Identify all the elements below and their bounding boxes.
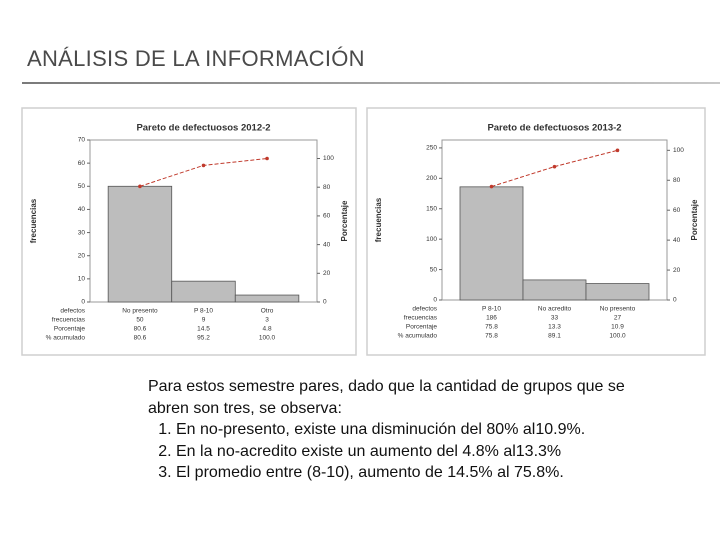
chart-title: Pareto de defectuosos 2013-2 xyxy=(487,123,621,134)
table-row-label: % acumulado xyxy=(46,335,86,342)
y-tick-label: 40 xyxy=(78,206,86,213)
bar xyxy=(585,283,650,301)
table-cell: 3 xyxy=(265,317,269,324)
table-cell: No presento xyxy=(600,306,636,313)
table-row-label: Porcentaje xyxy=(406,324,437,331)
y2-tick-label: 80 xyxy=(673,177,681,184)
chart-title: Pareto de defectuosos 2012-2 xyxy=(136,123,270,134)
table-cell: P 8-10 xyxy=(194,308,213,315)
table-cell: 33 xyxy=(551,315,559,322)
y2-tick-label: 100 xyxy=(673,147,684,154)
cumulative-point xyxy=(265,156,269,161)
table-cell: 89.1 xyxy=(548,333,561,340)
body-text: Para estos semestre pares, dado que la c… xyxy=(148,376,648,484)
y2-tick-label: 40 xyxy=(323,241,331,248)
table-cell: 186 xyxy=(486,315,497,322)
table-cell: 10.9 xyxy=(611,324,624,331)
y2-tick-label: 80 xyxy=(323,184,331,191)
cumulative-point xyxy=(615,148,620,153)
y-tick-label: 10 xyxy=(78,276,86,283)
y2-tick-label: 0 xyxy=(323,299,327,306)
intro: Para estos semestre pares, dado que la c… xyxy=(148,378,625,417)
list: En no-presento, existe una disminución d… xyxy=(148,419,648,484)
table-row-label: frecuencias xyxy=(404,315,438,322)
slide-title: ANÁLISIS DE LA INFORMACIÓN xyxy=(27,46,365,71)
y-tick-label: 250 xyxy=(426,145,437,152)
bar xyxy=(234,294,300,303)
table-row-label: defectos xyxy=(412,306,437,313)
table-row-label: % acumulado xyxy=(398,333,438,340)
y2-tick-label: 20 xyxy=(323,270,331,277)
table-cell: 50 xyxy=(136,317,144,324)
y2-axis-title: Porcentaje xyxy=(690,199,699,240)
table-cell: 80.6 xyxy=(134,335,147,342)
list-item: En no-presento, existe una disminución d… xyxy=(176,419,648,441)
table-cell: 75.8 xyxy=(485,324,498,331)
table-cell: 13.3 xyxy=(548,324,561,331)
y2-tick-label: 100 xyxy=(323,155,334,162)
table-cell: 27 xyxy=(614,315,622,322)
table-cell: 4.8 xyxy=(263,326,272,333)
y-tick-label: 0 xyxy=(81,299,85,306)
table-cell: No presento xyxy=(122,308,158,315)
bar xyxy=(522,279,587,301)
y-tick-label: 50 xyxy=(430,266,438,273)
y2-tick-label: 0 xyxy=(673,297,677,304)
y-tick-label: 200 xyxy=(426,175,437,182)
cumulative-point xyxy=(489,184,494,189)
table-cell: Otro xyxy=(261,308,274,315)
bar xyxy=(171,280,236,303)
cumulative-point xyxy=(201,163,206,168)
y2-tick-label: 60 xyxy=(673,207,681,214)
y2-tick-label: 40 xyxy=(673,237,681,244)
y-tick-label: 60 xyxy=(78,160,86,167)
y2-tick-label: 20 xyxy=(673,267,681,274)
list-item: En la no-acredito existe un aumento del … xyxy=(176,441,648,463)
y-tick-label: 150 xyxy=(426,205,437,212)
table-row-label: frecuencias xyxy=(52,317,86,324)
y-tick-label: 100 xyxy=(426,236,437,243)
bar xyxy=(459,186,524,301)
table-cell: 100.0 xyxy=(259,335,276,342)
y-axis-title: frecuencias xyxy=(29,198,38,243)
y-tick-label: 50 xyxy=(78,183,86,190)
cumulative-point xyxy=(552,164,557,169)
table-cell: 80.6 xyxy=(134,326,147,333)
list-item: El promedio entre (8-10), aumento de 14.… xyxy=(176,462,648,484)
table-cell: 9 xyxy=(202,317,206,324)
table-cell: 75.8 xyxy=(485,333,498,340)
y-tick-label: 0 xyxy=(433,297,437,304)
table-cell: P 8-10 xyxy=(482,306,501,313)
table-cell: 95.2 xyxy=(197,335,210,342)
table-cell: 14.5 xyxy=(197,326,210,333)
table-cell: 100.0 xyxy=(609,333,626,340)
table-row-label: Porcentaje xyxy=(54,326,85,333)
bar xyxy=(107,185,173,303)
table-row-label: defectos xyxy=(60,308,85,315)
y2-axis-title: Porcentaje xyxy=(340,200,349,241)
y-tick-label: 30 xyxy=(78,229,86,236)
title-rule xyxy=(22,82,720,84)
y-tick-label: 70 xyxy=(78,137,86,144)
y-axis-title: frecuencias xyxy=(374,197,383,242)
y2-tick-label: 60 xyxy=(323,213,331,220)
cumulative-point xyxy=(138,184,142,189)
y-tick-label: 20 xyxy=(78,252,86,259)
table-cell: No acredito xyxy=(538,306,572,313)
